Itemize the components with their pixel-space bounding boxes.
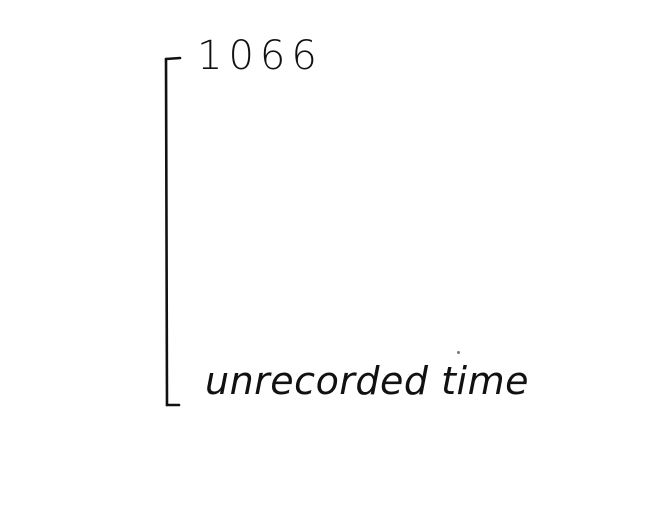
top-date-label: 1066	[197, 33, 323, 79]
bottom-era-label: unrecorded time	[205, 359, 529, 403]
bracket-top-tick	[164, 56, 182, 61]
ink-speck	[457, 351, 460, 354]
bracket-vertical-line	[164, 57, 169, 407]
